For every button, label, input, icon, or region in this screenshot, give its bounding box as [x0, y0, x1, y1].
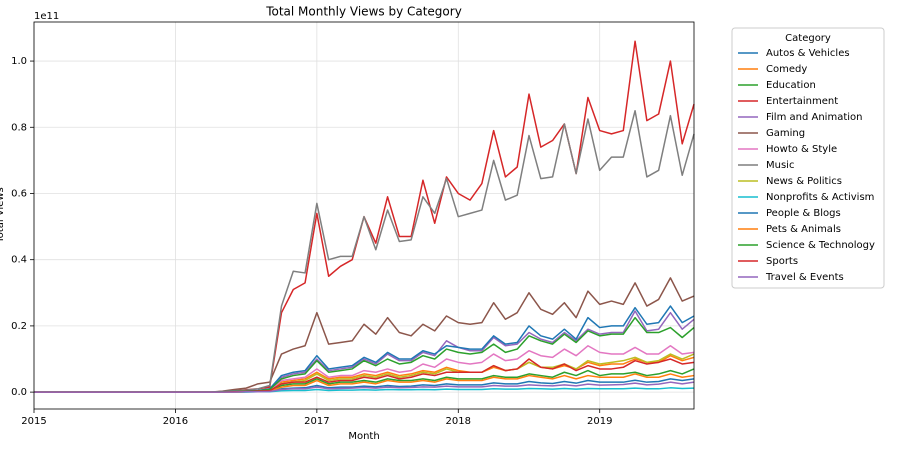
plot-frame: [33, 21, 695, 410]
y-tick-label: 0.4: [11, 255, 27, 266]
x-tick-label: 2018: [446, 416, 471, 427]
legend-box: [731, 27, 885, 289]
legend-label: Education: [766, 80, 816, 91]
y-tick-label: 0.0: [11, 387, 27, 398]
legend-label: Comedy: [766, 64, 807, 75]
y-tick-label: 0.2: [11, 321, 27, 332]
legend-label: Gaming: [766, 128, 805, 139]
series-line: [34, 381, 695, 393]
legend-label: Music: [766, 160, 794, 171]
x-tick-label: 2017: [304, 416, 329, 427]
legend-title: Category: [785, 33, 831, 44]
legend-label: Sports: [766, 256, 798, 267]
legend-label: Autos & Vehicles: [766, 48, 850, 59]
x-tick-label: 2015: [21, 416, 46, 427]
y-offset-label: 1e11: [34, 11, 59, 22]
legend-label: Film and Animation: [766, 112, 862, 123]
x-tick-label: 2016: [163, 416, 188, 427]
legend-label: Entertainment: [766, 96, 838, 107]
x-axis-label: Month: [348, 431, 379, 442]
legend: Autos & Vehicles Comedy Education Entertain…: [738, 48, 875, 283]
plot-lines: [34, 40, 695, 393]
y-tick-label: 0.8: [11, 122, 27, 133]
legend-label: Nonprofits & Activism: [766, 192, 874, 203]
legend-label: Howto & Style: [766, 144, 837, 155]
legend-label: Travel & Events: [765, 272, 844, 283]
axes: 2015 2016 2017 2018 2019 0.0 0.2 0.4 0.6 0.8 1.0: [11, 56, 612, 427]
y-tick-label: 1.0: [11, 56, 27, 67]
y-tick-label: 0.6: [11, 188, 27, 199]
legend-label: People & Blogs: [766, 208, 841, 219]
legend-label: Science & Technology: [766, 240, 875, 251]
legend-label: News & Politics: [766, 176, 842, 187]
chart-title: Total Monthly Views by Category: [265, 5, 462, 19]
y-axis-label: Total Views: [0, 187, 6, 243]
x-tick-label: 2019: [587, 416, 612, 427]
legend-label: Pets & Animals: [766, 224, 841, 235]
